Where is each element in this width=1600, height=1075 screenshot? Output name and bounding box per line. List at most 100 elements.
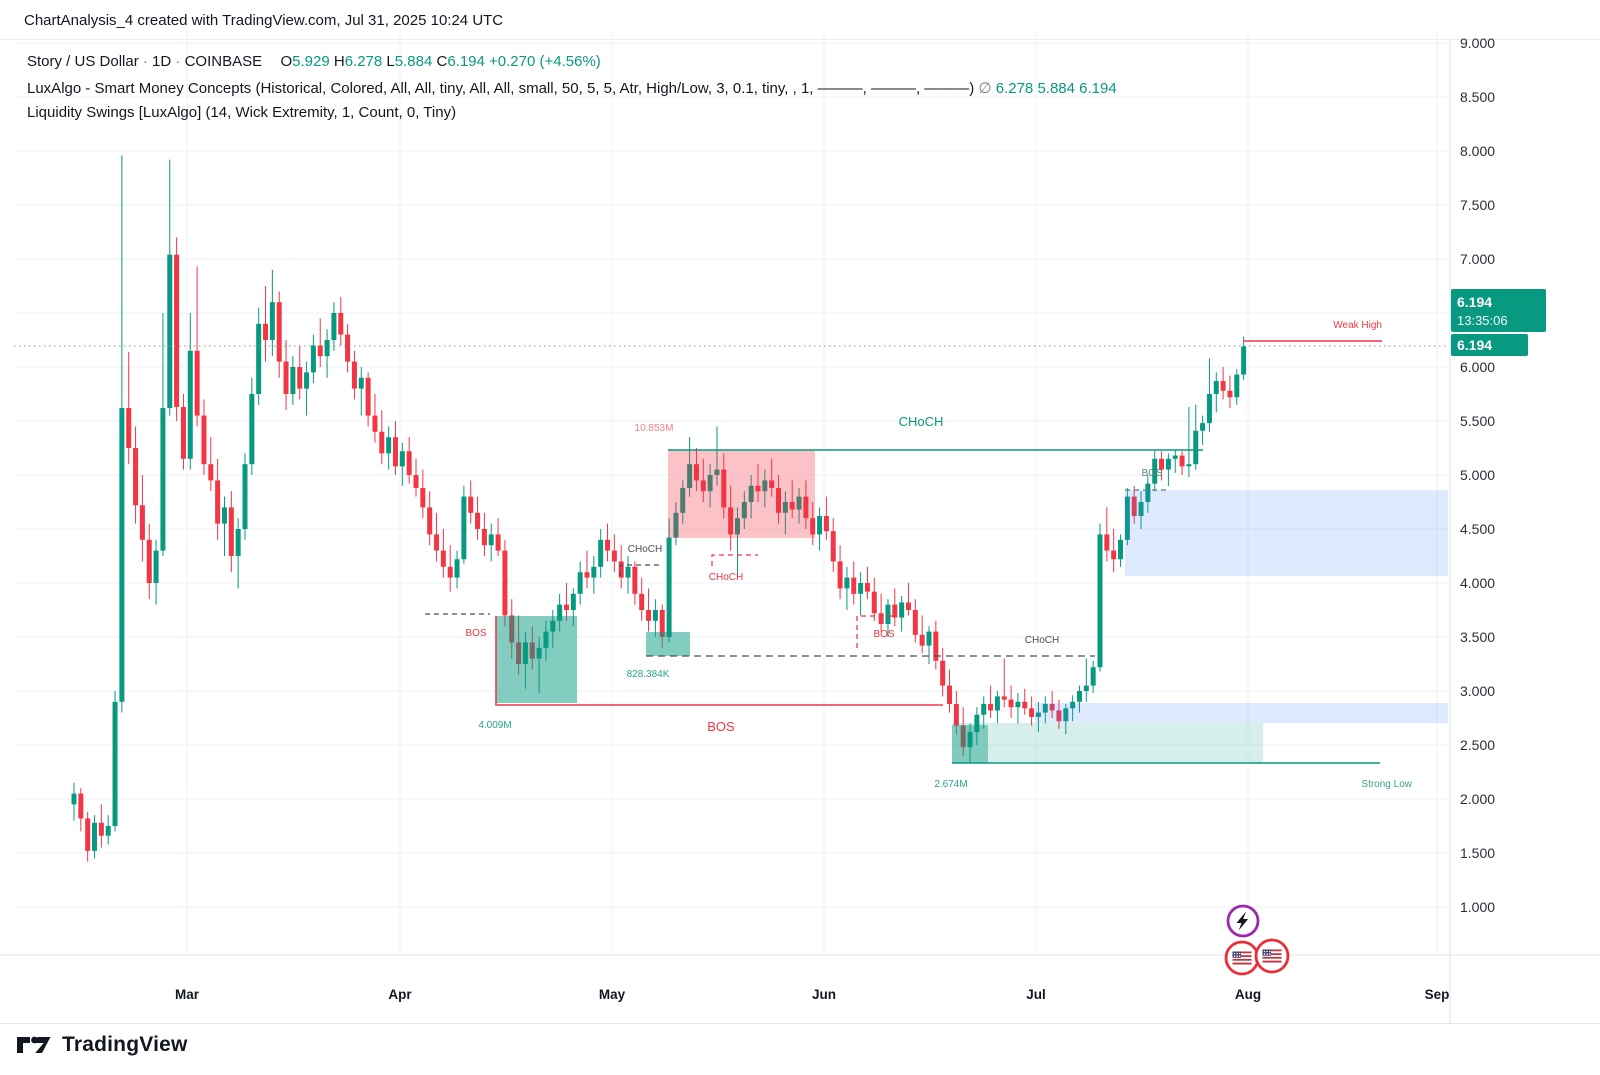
candle-body — [126, 408, 132, 448]
candle-body — [502, 550, 508, 616]
price-tick-label[interactable]: 8.500 — [1460, 89, 1495, 105]
price-tick-label[interactable]: 8.000 — [1460, 143, 1495, 159]
symbol-legend-row[interactable]: Story / US Dollar · 1D · COINBASE O5.929… — [27, 53, 601, 70]
candle-body — [1008, 699, 1014, 708]
footer-divider — [0, 1023, 1600, 1024]
price-tick-label[interactable]: 4.000 — [1460, 575, 1495, 591]
candle-body — [659, 610, 665, 637]
indicator-smc-row[interactable]: LuxAlgo - Smart Money Concepts (Historic… — [27, 79, 1117, 97]
candle-body — [871, 591, 877, 614]
price-tick-label[interactable]: 7.500 — [1460, 197, 1495, 213]
flag-stripe — [1232, 960, 1252, 963]
price-tick-label[interactable]: 1.000 — [1460, 899, 1495, 915]
price-tick-label[interactable]: 2.000 — [1460, 791, 1495, 807]
candle-body — [947, 685, 953, 704]
candle-body — [468, 496, 474, 513]
candle-body — [1049, 703, 1055, 711]
candle-body — [475, 512, 481, 529]
indicator-smc-name: LuxAlgo - Smart Money Concepts — [27, 80, 252, 97]
price-tick-label[interactable]: 3.000 — [1460, 683, 1495, 699]
price-tick-label[interactable]: 9.000 — [1460, 35, 1495, 51]
choch-may-dark-label: CHoCH — [628, 544, 662, 555]
candle-body — [1015, 701, 1021, 708]
high-value: 6.278 — [344, 53, 383, 70]
price-tick-label[interactable]: 5.500 — [1460, 413, 1495, 429]
candle-body — [830, 531, 836, 562]
candle-body — [263, 323, 269, 340]
candle-body — [372, 415, 378, 432]
candle-body — [420, 487, 426, 508]
candle-body — [290, 367, 296, 394]
candle-body — [1001, 696, 1007, 700]
candle-body — [1090, 667, 1096, 686]
indicator-price-label[interactable]: 6.194 — [1451, 334, 1528, 356]
candle-body — [858, 583, 864, 594]
indicator-liquidity-row[interactable]: Liquidity Swings [LuxAlgo] (14, Wick Ext… — [27, 104, 456, 121]
flag-stripe — [1262, 958, 1282, 961]
price-tick-label[interactable]: 3.500 — [1460, 629, 1495, 645]
candle-body — [139, 505, 145, 540]
candle-body — [1138, 502, 1144, 517]
low-label: L — [386, 53, 395, 70]
candle-body — [933, 631, 939, 661]
month-label-jul[interactable]: Jul — [1026, 987, 1046, 1002]
close-label: C — [436, 53, 448, 70]
flag-stripe — [1232, 955, 1252, 958]
candle-body — [1186, 464, 1192, 467]
price-tick-label[interactable]: 1.500 — [1460, 845, 1495, 861]
price-tick-label[interactable]: 7.000 — [1460, 251, 1495, 267]
candle-body — [700, 480, 706, 492]
candle-body — [269, 302, 275, 340]
candle-body — [707, 475, 713, 492]
candle-body — [221, 507, 227, 524]
candle-body — [71, 793, 77, 805]
month-label-apr[interactable]: Apr — [388, 987, 412, 1002]
candle-body — [167, 254, 173, 409]
month-label-may[interactable]: May — [599, 987, 626, 1002]
flag-stripe — [1262, 956, 1282, 959]
flag-stripe — [1262, 949, 1282, 952]
candle-body — [92, 822, 98, 851]
candle-body — [912, 610, 918, 635]
candle-body — [905, 602, 911, 610]
candle-body — [427, 507, 433, 535]
candle-body — [953, 703, 959, 726]
candle-body — [1022, 701, 1028, 709]
liquidity-label-4009: 4.009M — [478, 720, 511, 731]
last-price-label[interactable]: 6.194 13:35:06 — [1451, 289, 1546, 332]
candle-body — [119, 408, 125, 702]
candle-body — [687, 464, 693, 488]
month-label-mar[interactable]: Mar — [175, 987, 200, 1002]
candle-body — [557, 604, 563, 621]
candle-body — [153, 550, 159, 583]
price-tick-label[interactable]: 5.000 — [1460, 467, 1495, 483]
bar-countdown: 13:35:06 — [1457, 312, 1508, 328]
candle-body — [1035, 712, 1041, 717]
legend-separator: · — [175, 53, 181, 70]
price-tick-label[interactable]: 2.500 — [1460, 737, 1495, 753]
candle-body — [1179, 455, 1185, 467]
indicator-price-value: 6.194 — [1457, 337, 1493, 353]
candle-body — [796, 496, 802, 510]
last-price-value: 6.194 — [1457, 293, 1493, 310]
month-label-sep[interactable]: Sep — [1425, 987, 1450, 1002]
high-label: H — [333, 53, 345, 70]
candle-body — [1234, 374, 1240, 398]
candle-body — [201, 415, 207, 465]
candle-body — [297, 367, 303, 389]
price-tick-label[interactable]: 4.500 — [1460, 521, 1495, 537]
low-value: 5.884 — [394, 53, 433, 70]
candle-body — [440, 550, 446, 567]
candle-body — [1056, 710, 1062, 722]
candle-body — [885, 604, 891, 625]
flag-star — [1233, 952, 1236, 955]
choch-may-red-label: CHoCH — [709, 572, 743, 583]
flag-star — [1236, 955, 1238, 957]
candle-body — [447, 566, 453, 578]
indicator-smc-value2: 5.884 — [1037, 80, 1075, 97]
candle-body — [310, 345, 316, 373]
month-label-aug[interactable]: Aug — [1235, 987, 1261, 1002]
price-tick-label[interactable]: 6.000 — [1460, 359, 1495, 375]
month-label-jun[interactable]: Jun — [812, 987, 836, 1002]
